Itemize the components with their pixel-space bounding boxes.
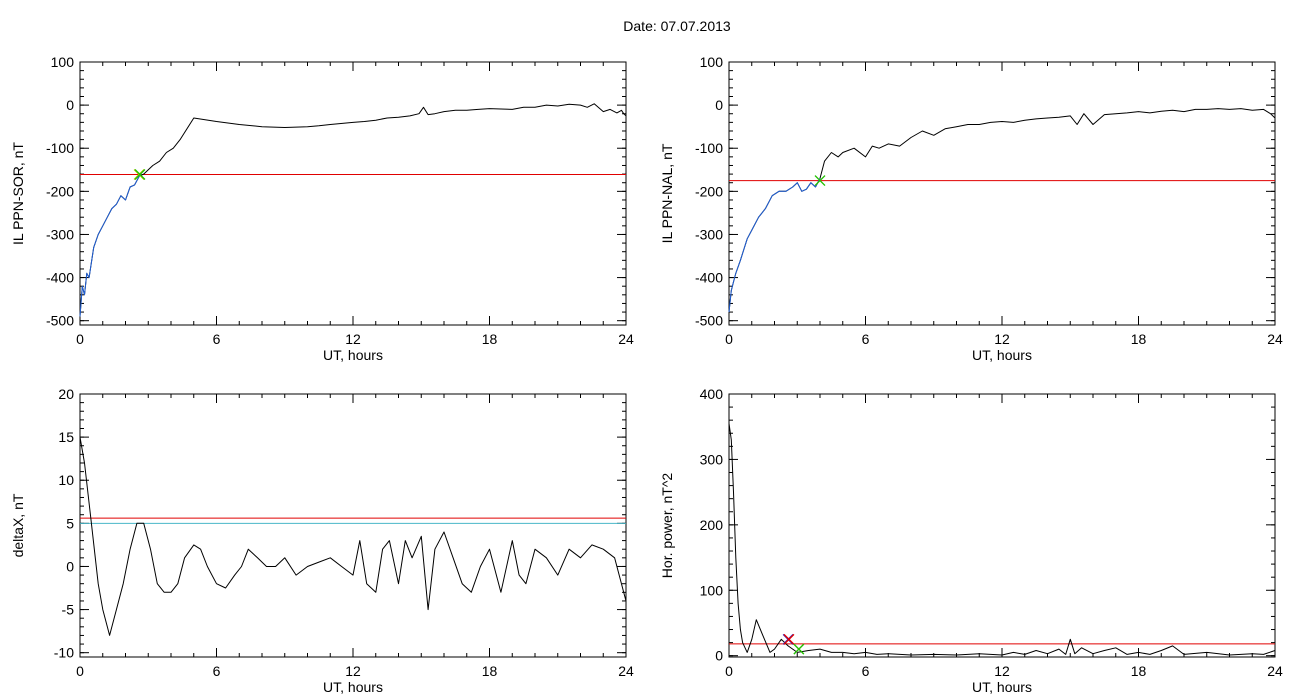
plot-frame bbox=[79, 393, 627, 658]
y-tick-label: -500 bbox=[695, 313, 723, 329]
page-title: Date: 07.07.2013 bbox=[623, 18, 731, 34]
x-axis-label: UT, hours bbox=[323, 679, 383, 695]
series-line bbox=[728, 178, 821, 313]
y-tick-label: -500 bbox=[46, 313, 74, 329]
x-tick-label: 6 bbox=[862, 331, 870, 347]
x-tick-label: 0 bbox=[725, 663, 733, 679]
chart-panel-4: 0 6 12 18 24 400 300 200 100 0 UT, hours Hor. power… bbox=[659, 386, 1283, 695]
y-tick-label: 20 bbox=[58, 386, 74, 402]
y-tick-label: -300 bbox=[46, 226, 74, 242]
series-line bbox=[79, 173, 142, 317]
x-axis-label: UT, hours bbox=[972, 347, 1032, 363]
chart-panel-3: 0 6 12 18 24 20 15 10 5 0 -5 -10 UT, hours deltaX, nT bbox=[10, 386, 634, 695]
x-tick-label: 24 bbox=[1267, 663, 1283, 679]
y-tick-label: -400 bbox=[695, 270, 723, 286]
x-tick-label: 24 bbox=[618, 331, 634, 347]
y-tick-label: 0 bbox=[66, 558, 74, 574]
y-tick-label: 10 bbox=[58, 472, 74, 488]
y-tick-label: -5 bbox=[62, 602, 75, 618]
x-tick-label: 18 bbox=[482, 331, 498, 347]
series-line bbox=[79, 103, 627, 317]
x-axis-label: UT, hours bbox=[323, 347, 383, 363]
y-tick-label: -400 bbox=[46, 270, 74, 286]
x-tick-label: 0 bbox=[76, 663, 84, 679]
x-tick-label: 18 bbox=[1131, 331, 1147, 347]
x-axis-label: UT, hours bbox=[972, 679, 1032, 695]
y-tick-label: 0 bbox=[715, 648, 723, 664]
y-axis-label: Hor. power, nT^2 bbox=[659, 473, 675, 579]
x-tick-label: 18 bbox=[482, 663, 498, 679]
y-axis-label: IL PPN-SOR, nT bbox=[10, 142, 26, 245]
event-marker bbox=[793, 643, 805, 655]
x-tick-label: 0 bbox=[76, 331, 84, 347]
chart-panel-1: 0 6 12 18 24 100 0 -100 -200 -300 -400 -500 UT, hour… bbox=[10, 54, 634, 363]
x-tick-label: 6 bbox=[862, 663, 870, 679]
series-line bbox=[79, 437, 627, 636]
y-axis-label: deltaX, nT bbox=[10, 493, 26, 557]
y-tick-label: 100 bbox=[700, 582, 724, 598]
x-tick-label: 12 bbox=[345, 331, 361, 347]
y-tick-label: 15 bbox=[58, 429, 74, 445]
y-tick-label: 0 bbox=[715, 97, 723, 113]
series-line bbox=[728, 108, 1276, 313]
y-tick-label: 100 bbox=[51, 54, 75, 70]
y-tick-label: -200 bbox=[46, 183, 74, 199]
series-line bbox=[728, 423, 1276, 656]
y-tick-label: 400 bbox=[700, 386, 724, 402]
plot-frame bbox=[728, 61, 1276, 326]
x-tick-label: 6 bbox=[213, 663, 221, 679]
y-tick-label: -10 bbox=[54, 645, 74, 661]
x-tick-label: 12 bbox=[994, 663, 1010, 679]
y-axis-label: IL PPN-NAL, nT bbox=[659, 143, 675, 243]
y-tick-label: 100 bbox=[700, 54, 724, 70]
x-tick-label: 24 bbox=[618, 663, 634, 679]
x-tick-label: 12 bbox=[994, 331, 1010, 347]
y-tick-label: 5 bbox=[66, 515, 74, 531]
y-tick-label: 200 bbox=[700, 517, 724, 533]
y-tick-label: -300 bbox=[695, 226, 723, 242]
plot-frame bbox=[79, 61, 627, 326]
x-tick-label: 6 bbox=[213, 331, 221, 347]
event-marker bbox=[814, 175, 826, 187]
x-tick-label: 24 bbox=[1267, 331, 1283, 347]
y-tick-label: -200 bbox=[695, 183, 723, 199]
event-marker bbox=[783, 633, 795, 645]
x-tick-label: 18 bbox=[1131, 663, 1147, 679]
y-tick-label: 300 bbox=[700, 451, 724, 467]
plot-frame bbox=[728, 393, 1276, 658]
y-tick-label: -100 bbox=[695, 140, 723, 156]
x-tick-label: 12 bbox=[345, 663, 361, 679]
y-tick-label: 0 bbox=[66, 97, 74, 113]
chart-panel-2: 0 6 12 18 24 100 0 -100 -200 -300 -400 -500 UT, hour… bbox=[659, 54, 1283, 363]
y-tick-label: -100 bbox=[46, 140, 74, 156]
x-tick-label: 0 bbox=[725, 331, 733, 347]
event-marker bbox=[134, 169, 146, 181]
